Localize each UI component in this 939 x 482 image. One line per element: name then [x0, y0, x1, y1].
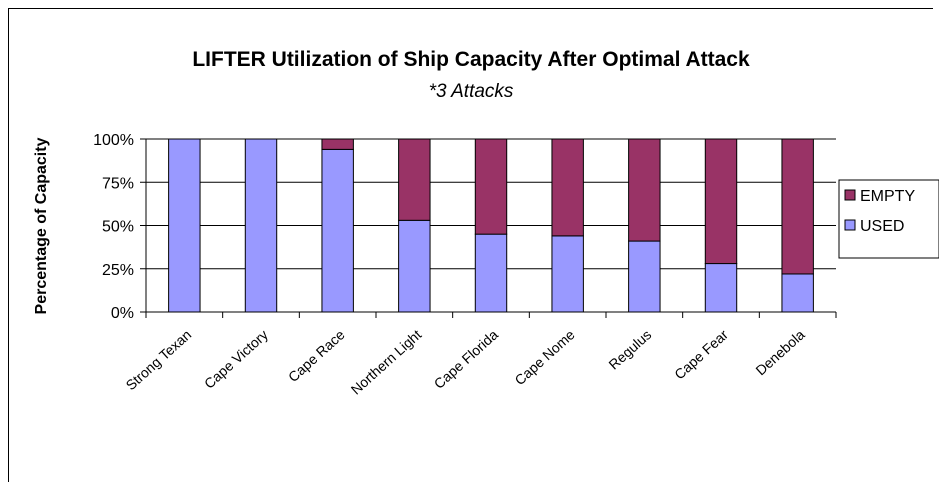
- x-tick-label: Denebola: [752, 326, 807, 378]
- bar-used: [168, 138, 201, 313]
- legend-label-empty: EMPTY: [860, 188, 915, 205]
- x-tick-label: Cape Fear: [671, 326, 731, 382]
- bar-empty: [781, 138, 814, 275]
- y-axis-label: Percentage of Capacity: [33, 137, 50, 314]
- bar-used: [704, 263, 738, 313]
- bar-used: [628, 240, 661, 313]
- bar-empty: [551, 138, 584, 237]
- legend-swatch-used: [844, 219, 856, 231]
- bar-used: [244, 138, 278, 313]
- chart-frame: [8, 8, 933, 482]
- x-tick-label: Strong Texan: [123, 326, 195, 393]
- bar-empty: [704, 138, 738, 265]
- legend-box: [838, 179, 939, 259]
- bar-used: [781, 273, 814, 313]
- x-tick-labels: Strong Texan Cape Victory Cape Race Norther…: [123, 326, 808, 397]
- y-tick-labels: 0% 25% 50% 75% 100%: [93, 132, 134, 322]
- bar-empty: [398, 138, 431, 221]
- x-tick-label: Cape Victory: [201, 326, 271, 391]
- legend-swatch-empty: [844, 189, 856, 201]
- bar-used: [551, 235, 584, 313]
- x-tick-label: Cape Nome: [511, 326, 577, 388]
- axes: [140, 138, 837, 318]
- x-tick-label: Cape Race: [285, 326, 348, 385]
- y-tick-label: 75%: [102, 175, 134, 192]
- y-tick-label: 25%: [102, 262, 134, 279]
- legend-label-used: USED: [860, 218, 904, 235]
- y-tick-label: 100%: [93, 132, 134, 149]
- bar-empty: [474, 138, 508, 235]
- bar-used: [321, 148, 354, 313]
- chart-subtitle: *3 Attacks: [429, 81, 514, 102]
- x-tick-label: Northern Light: [348, 326, 425, 397]
- bar-empty: [321, 138, 354, 150]
- x-tick-label: Regulus: [605, 326, 654, 372]
- y-tick-label: 50%: [102, 219, 134, 236]
- bar-empty: [628, 138, 661, 242]
- x-tick-label: Cape Florida: [431, 326, 501, 392]
- chart-title: LIFTER Utilization of Ship Capacity Afte…: [192, 48, 750, 71]
- legend: EMPTY USED: [838, 179, 939, 259]
- y-tick-label: 0%: [111, 305, 134, 322]
- bar-used: [474, 233, 508, 313]
- bars: [168, 138, 814, 313]
- bar-used: [398, 219, 431, 313]
